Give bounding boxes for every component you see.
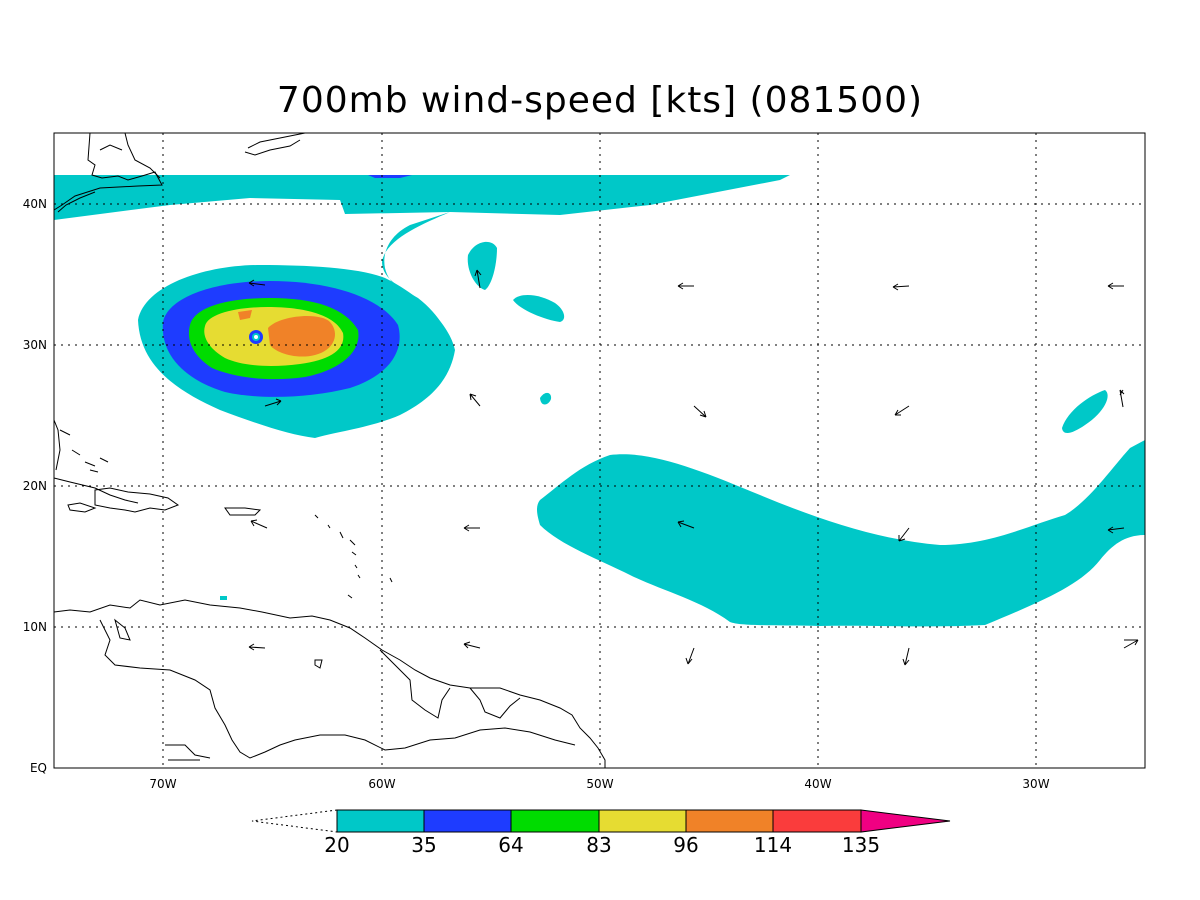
colorbar-label: 64	[498, 833, 523, 857]
wind-arrow	[248, 279, 266, 287]
colorbar-label: 96	[673, 833, 698, 857]
colorbar-label: 20	[324, 833, 349, 857]
coast-hispaniola	[94, 487, 180, 513]
wind-arrow	[685, 647, 695, 665]
shade-band-south	[537, 440, 1145, 627]
coast-canada	[99, 132, 161, 179]
wind-arrow	[1107, 282, 1124, 290]
coast-trinidad	[314, 659, 323, 669]
wind-arrow	[264, 398, 282, 407]
lat-label: 20N	[23, 479, 47, 493]
colorbar: 20 35 64 83 96 114 135	[251, 809, 951, 857]
coast-guyana	[379, 649, 521, 719]
shade-band-north	[54, 175, 790, 220]
coast-south-america	[53, 599, 606, 768]
wind-arrow	[248, 643, 266, 651]
colorbar-label: 114	[754, 833, 792, 857]
coast-bahamas	[59, 429, 109, 473]
colorbar-swatch	[336, 809, 425, 833]
lat-axis: 40N 30N 20N 10N EQ	[23, 197, 47, 775]
shade-blob-a	[467, 241, 497, 290]
shade-hurricane-96	[268, 316, 335, 357]
colorbar-swatch	[598, 809, 687, 833]
colorbar-label: 135	[842, 833, 880, 857]
coast-interior-venezuela	[99, 619, 576, 759]
coast-new-england	[53, 132, 163, 211]
shade-blob-b	[513, 294, 565, 322]
lon-label: 60W	[368, 777, 395, 791]
wind-arrow	[898, 527, 910, 542]
colorbar-swatch	[510, 809, 600, 833]
wind-arrow	[894, 405, 910, 416]
plot-frame	[53, 132, 1146, 769]
lat-label: 30N	[23, 338, 47, 352]
wind-vectors	[248, 269, 1139, 666]
shade-band-north-blue	[368, 175, 412, 178]
lat-label: 40N	[23, 197, 47, 211]
wind-arrow	[902, 647, 910, 666]
wind-arrow	[892, 283, 910, 291]
wind-arrow	[463, 524, 480, 532]
shade-hurricane-96b	[238, 310, 252, 320]
colorbar-label: 83	[586, 833, 611, 857]
lon-label: 50W	[586, 777, 613, 791]
gridlines	[54, 133, 1145, 768]
colorbar-swatch	[772, 809, 862, 833]
lon-label: 30W	[1022, 777, 1049, 791]
wind-arrow	[1119, 389, 1125, 408]
coast-nova-scotia	[244, 132, 306, 156]
shade-hurricane-eye	[254, 335, 258, 339]
lon-label: 70W	[149, 777, 176, 791]
wind-arrow	[1123, 639, 1139, 649]
wind-arrow	[693, 405, 707, 418]
wind-arrow	[1107, 526, 1125, 534]
wind-arrow	[474, 269, 482, 289]
coast-florida	[53, 419, 61, 471]
coast-puerto-rico	[224, 507, 262, 516]
chart-title: 700mb wind-speed [kts] (081500)	[276, 80, 924, 121]
lon-label: 40W	[804, 777, 831, 791]
shade-blob-c	[540, 392, 552, 405]
wind-arrow	[463, 641, 481, 649]
wind-arrow	[677, 520, 695, 529]
shade-small-venezuela	[220, 596, 227, 600]
colorbar-low-triangle	[251, 809, 338, 833]
coast-lake-maracaibo	[114, 618, 131, 641]
coast-long-island	[57, 191, 96, 213]
coastlines	[53, 132, 606, 768]
lon-axis: 70W 60W 50W 40W 30W	[149, 777, 1049, 791]
coast-brazil	[165, 744, 211, 761]
wind-arrow	[250, 519, 268, 529]
colorbar-swatch	[685, 809, 774, 833]
shade-blob-d	[1062, 390, 1108, 434]
colorbar-swatch	[423, 809, 512, 833]
wind-arrow	[469, 393, 481, 407]
wind-shading	[54, 175, 1145, 627]
wind-arrow	[677, 282, 694, 290]
colorbar-high-triangle	[860, 809, 951, 833]
colorbar-label: 35	[411, 833, 436, 857]
coast-jamaica	[67, 502, 97, 513]
lat-label: 10N	[23, 620, 47, 634]
lat-label: EQ	[30, 761, 47, 775]
coast-lesser-antilles	[314, 514, 393, 599]
coast-cuba	[53, 477, 139, 504]
